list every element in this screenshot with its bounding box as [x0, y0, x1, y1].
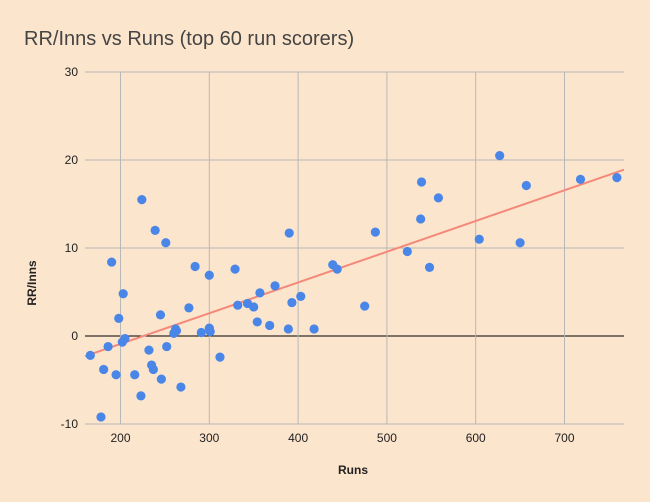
- x-tick-label: 500: [377, 431, 397, 445]
- data-point: [103, 341, 113, 352]
- data-point: [296, 291, 306, 301]
- data-point: [156, 374, 166, 384]
- chart-title: RR/Inns vs Runs (top 60 run scorers): [24, 28, 354, 50]
- data-point: [370, 227, 380, 237]
- data-point: [171, 326, 182, 336]
- tick-labels: -10 0 10 20 30 200 300 400 500 600 700: [61, 65, 575, 445]
- data-point: [137, 195, 147, 205]
- data-points: [85, 151, 622, 422]
- data-point: [204, 270, 214, 280]
- x-tick-label: 400: [288, 431, 308, 445]
- data-point: [270, 281, 280, 291]
- data-point: [309, 324, 319, 334]
- x-tick-label: 700: [554, 431, 574, 445]
- data-point: [144, 345, 154, 355]
- data-point: [184, 303, 194, 313]
- data-point: [283, 324, 293, 334]
- y-tick-label: 30: [65, 65, 79, 79]
- data-point: [136, 391, 146, 401]
- data-point: [205, 327, 215, 337]
- y-axis-label: RR/Inns: [25, 260, 39, 306]
- data-point: [99, 364, 109, 375]
- data-point: [196, 327, 206, 338]
- data-point: [96, 412, 106, 422]
- data-point: [433, 193, 444, 203]
- data-point: [130, 370, 140, 380]
- data-point: [176, 382, 186, 392]
- y-tick-label: 20: [65, 153, 79, 167]
- data-point: [85, 350, 95, 360]
- data-point: [150, 225, 160, 235]
- data-point: [111, 370, 121, 380]
- data-point: [230, 264, 240, 274]
- data-point: [416, 214, 426, 224]
- data-point: [612, 173, 622, 183]
- x-tick-label: 600: [466, 431, 486, 445]
- data-point: [255, 288, 265, 298]
- data-point: [521, 180, 531, 191]
- data-point: [416, 177, 427, 187]
- data-point: [515, 238, 525, 248]
- data-point: [575, 174, 586, 184]
- data-point: [332, 264, 342, 274]
- data-point: [155, 310, 166, 320]
- data-point: [107, 257, 117, 267]
- data-point: [402, 246, 412, 257]
- data-point: [249, 302, 259, 312]
- data-point: [118, 289, 128, 299]
- y-tick-label: -10: [61, 417, 79, 431]
- y-tick-label: 0: [71, 329, 78, 343]
- data-point: [148, 364, 158, 375]
- data-point: [233, 300, 243, 310]
- data-point: [190, 261, 200, 272]
- data-point: [284, 228, 294, 238]
- x-axis-label: Runs: [338, 463, 368, 477]
- data-point: [474, 234, 484, 244]
- data-point: [161, 238, 171, 248]
- y-tick-label: 10: [65, 241, 79, 255]
- data-point: [265, 320, 275, 331]
- x-tick-label: 300: [199, 431, 219, 445]
- data-point: [360, 301, 370, 311]
- data-point: [424, 262, 435, 272]
- data-point: [120, 334, 130, 344]
- data-point: [114, 313, 124, 323]
- data-point: [162, 341, 172, 352]
- x-tick-label: 200: [111, 431, 131, 445]
- data-point: [495, 151, 505, 161]
- data-point: [252, 317, 262, 327]
- data-point: [287, 297, 297, 308]
- data-point: [215, 352, 225, 362]
